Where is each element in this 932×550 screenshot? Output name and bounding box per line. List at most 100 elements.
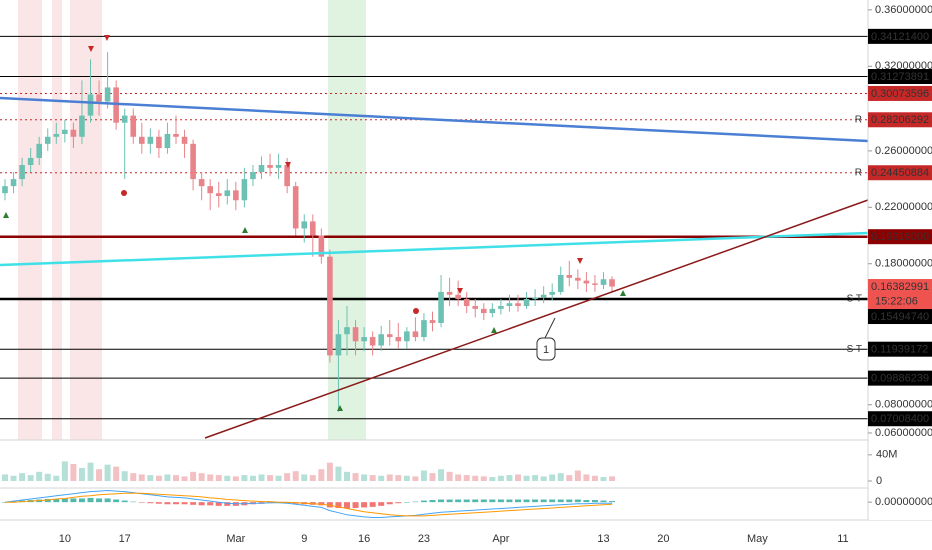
macd-histogram-bar xyxy=(10,501,17,503)
candle-body xyxy=(361,337,367,342)
sell-marker xyxy=(577,258,583,264)
macd-histogram-bar xyxy=(352,502,359,508)
candle-body xyxy=(173,133,179,137)
candle-body xyxy=(523,298,530,307)
price-label-box xyxy=(868,411,932,427)
price-label: 0.30073596 xyxy=(871,88,929,100)
candle-body xyxy=(19,165,25,180)
candle-body xyxy=(130,115,137,137)
macd-histogram-bar xyxy=(207,502,214,506)
macd-histogram-bar xyxy=(190,502,197,505)
macd-histogram-bar xyxy=(549,499,556,503)
candle-body xyxy=(53,133,60,137)
candle-body xyxy=(310,221,316,236)
x-tick-label: 10 xyxy=(59,533,71,545)
trend-lines xyxy=(0,96,869,439)
volume-bar xyxy=(472,475,479,481)
macd-histogram-bar xyxy=(446,499,453,503)
volume-bar xyxy=(378,475,385,481)
candle-body xyxy=(275,165,282,168)
volume-bar xyxy=(44,473,51,481)
macd-histogram-bar xyxy=(361,502,368,508)
macd-histogram-bar xyxy=(557,499,564,503)
volume-bar xyxy=(78,467,85,481)
candles xyxy=(2,52,616,518)
buy-marker xyxy=(491,327,497,333)
volume-bar xyxy=(284,473,291,481)
candle-body xyxy=(609,279,615,287)
volume-bar xyxy=(155,475,162,481)
volume-bar xyxy=(412,476,419,481)
volume-bar xyxy=(540,476,547,481)
candle-body xyxy=(207,186,213,194)
macd-histogram-bar xyxy=(113,499,120,503)
macd-histogram-bar xyxy=(455,499,462,503)
volume-bar xyxy=(463,475,470,481)
level-tag: S T xyxy=(847,344,862,355)
axis: 0.360000000.320000000.260000000.22000000… xyxy=(59,4,932,545)
volume-bar xyxy=(36,471,43,481)
price-label: 0.28206292 xyxy=(871,114,929,126)
y-tick-label: 0.36000000 xyxy=(875,4,932,16)
macd-histogram-bar xyxy=(147,502,154,504)
candle-body xyxy=(301,221,308,229)
macd-histogram-bar xyxy=(600,500,607,503)
background-bands xyxy=(18,0,366,440)
candle-body xyxy=(139,136,145,144)
trend-line xyxy=(204,199,869,439)
macd-histogram-bar xyxy=(497,499,504,503)
candle-body xyxy=(352,327,359,342)
price-label: 0.34121400 xyxy=(871,31,929,43)
volume-bar xyxy=(591,475,598,481)
price-label-box xyxy=(868,28,932,44)
macd-histogram-bar xyxy=(164,502,171,505)
volume-bar xyxy=(583,474,590,481)
candle-body xyxy=(44,136,51,144)
signal-band xyxy=(70,0,102,440)
candle-body xyxy=(575,277,581,281)
volume-bar xyxy=(173,475,179,481)
candle-body xyxy=(224,190,231,197)
macd-histogram-bar xyxy=(515,499,521,503)
x-tick-label: May xyxy=(747,533,768,545)
macd-histogram-bar xyxy=(395,502,402,504)
candle-body xyxy=(27,157,34,165)
macd-histogram-bar xyxy=(173,502,179,505)
volume-bar xyxy=(574,470,581,481)
candle-body xyxy=(87,94,94,116)
candle-body xyxy=(421,320,427,338)
candle-body xyxy=(258,165,265,173)
candle-body xyxy=(540,294,547,298)
macd-histogram-bar xyxy=(591,500,598,503)
signal-band xyxy=(18,0,42,440)
candle-body xyxy=(113,87,119,123)
candle-body xyxy=(438,291,444,323)
price-label: 0.09886239 xyxy=(871,373,929,385)
macd-histogram-bar xyxy=(566,499,573,503)
macd-histogram-bar xyxy=(104,498,111,503)
price-label-box xyxy=(868,279,932,310)
volume-bar xyxy=(455,474,462,481)
candle-body xyxy=(156,136,162,149)
macd-histogram-bar xyxy=(369,502,376,507)
buy-marker xyxy=(620,290,626,296)
candle-body xyxy=(121,115,128,123)
macd-histogram-bar xyxy=(121,500,128,503)
candle-body xyxy=(181,136,188,144)
candle-body xyxy=(463,298,470,307)
volume-bar xyxy=(609,476,616,481)
candle-body xyxy=(164,133,171,149)
price-label-box xyxy=(868,229,932,245)
y-tick-label: 0.22000000 xyxy=(875,201,932,213)
trend-line xyxy=(0,96,869,143)
macd-histogram-bar xyxy=(96,498,103,503)
candle-body xyxy=(472,306,479,309)
volume-bar xyxy=(301,474,308,481)
volume-bar xyxy=(438,469,445,481)
volume-bar xyxy=(138,474,145,481)
macd-histogram-bar xyxy=(87,497,94,503)
price-label-box xyxy=(868,309,932,325)
volume-bar xyxy=(267,475,274,481)
candle-body xyxy=(96,94,102,102)
candle-body xyxy=(369,337,376,346)
